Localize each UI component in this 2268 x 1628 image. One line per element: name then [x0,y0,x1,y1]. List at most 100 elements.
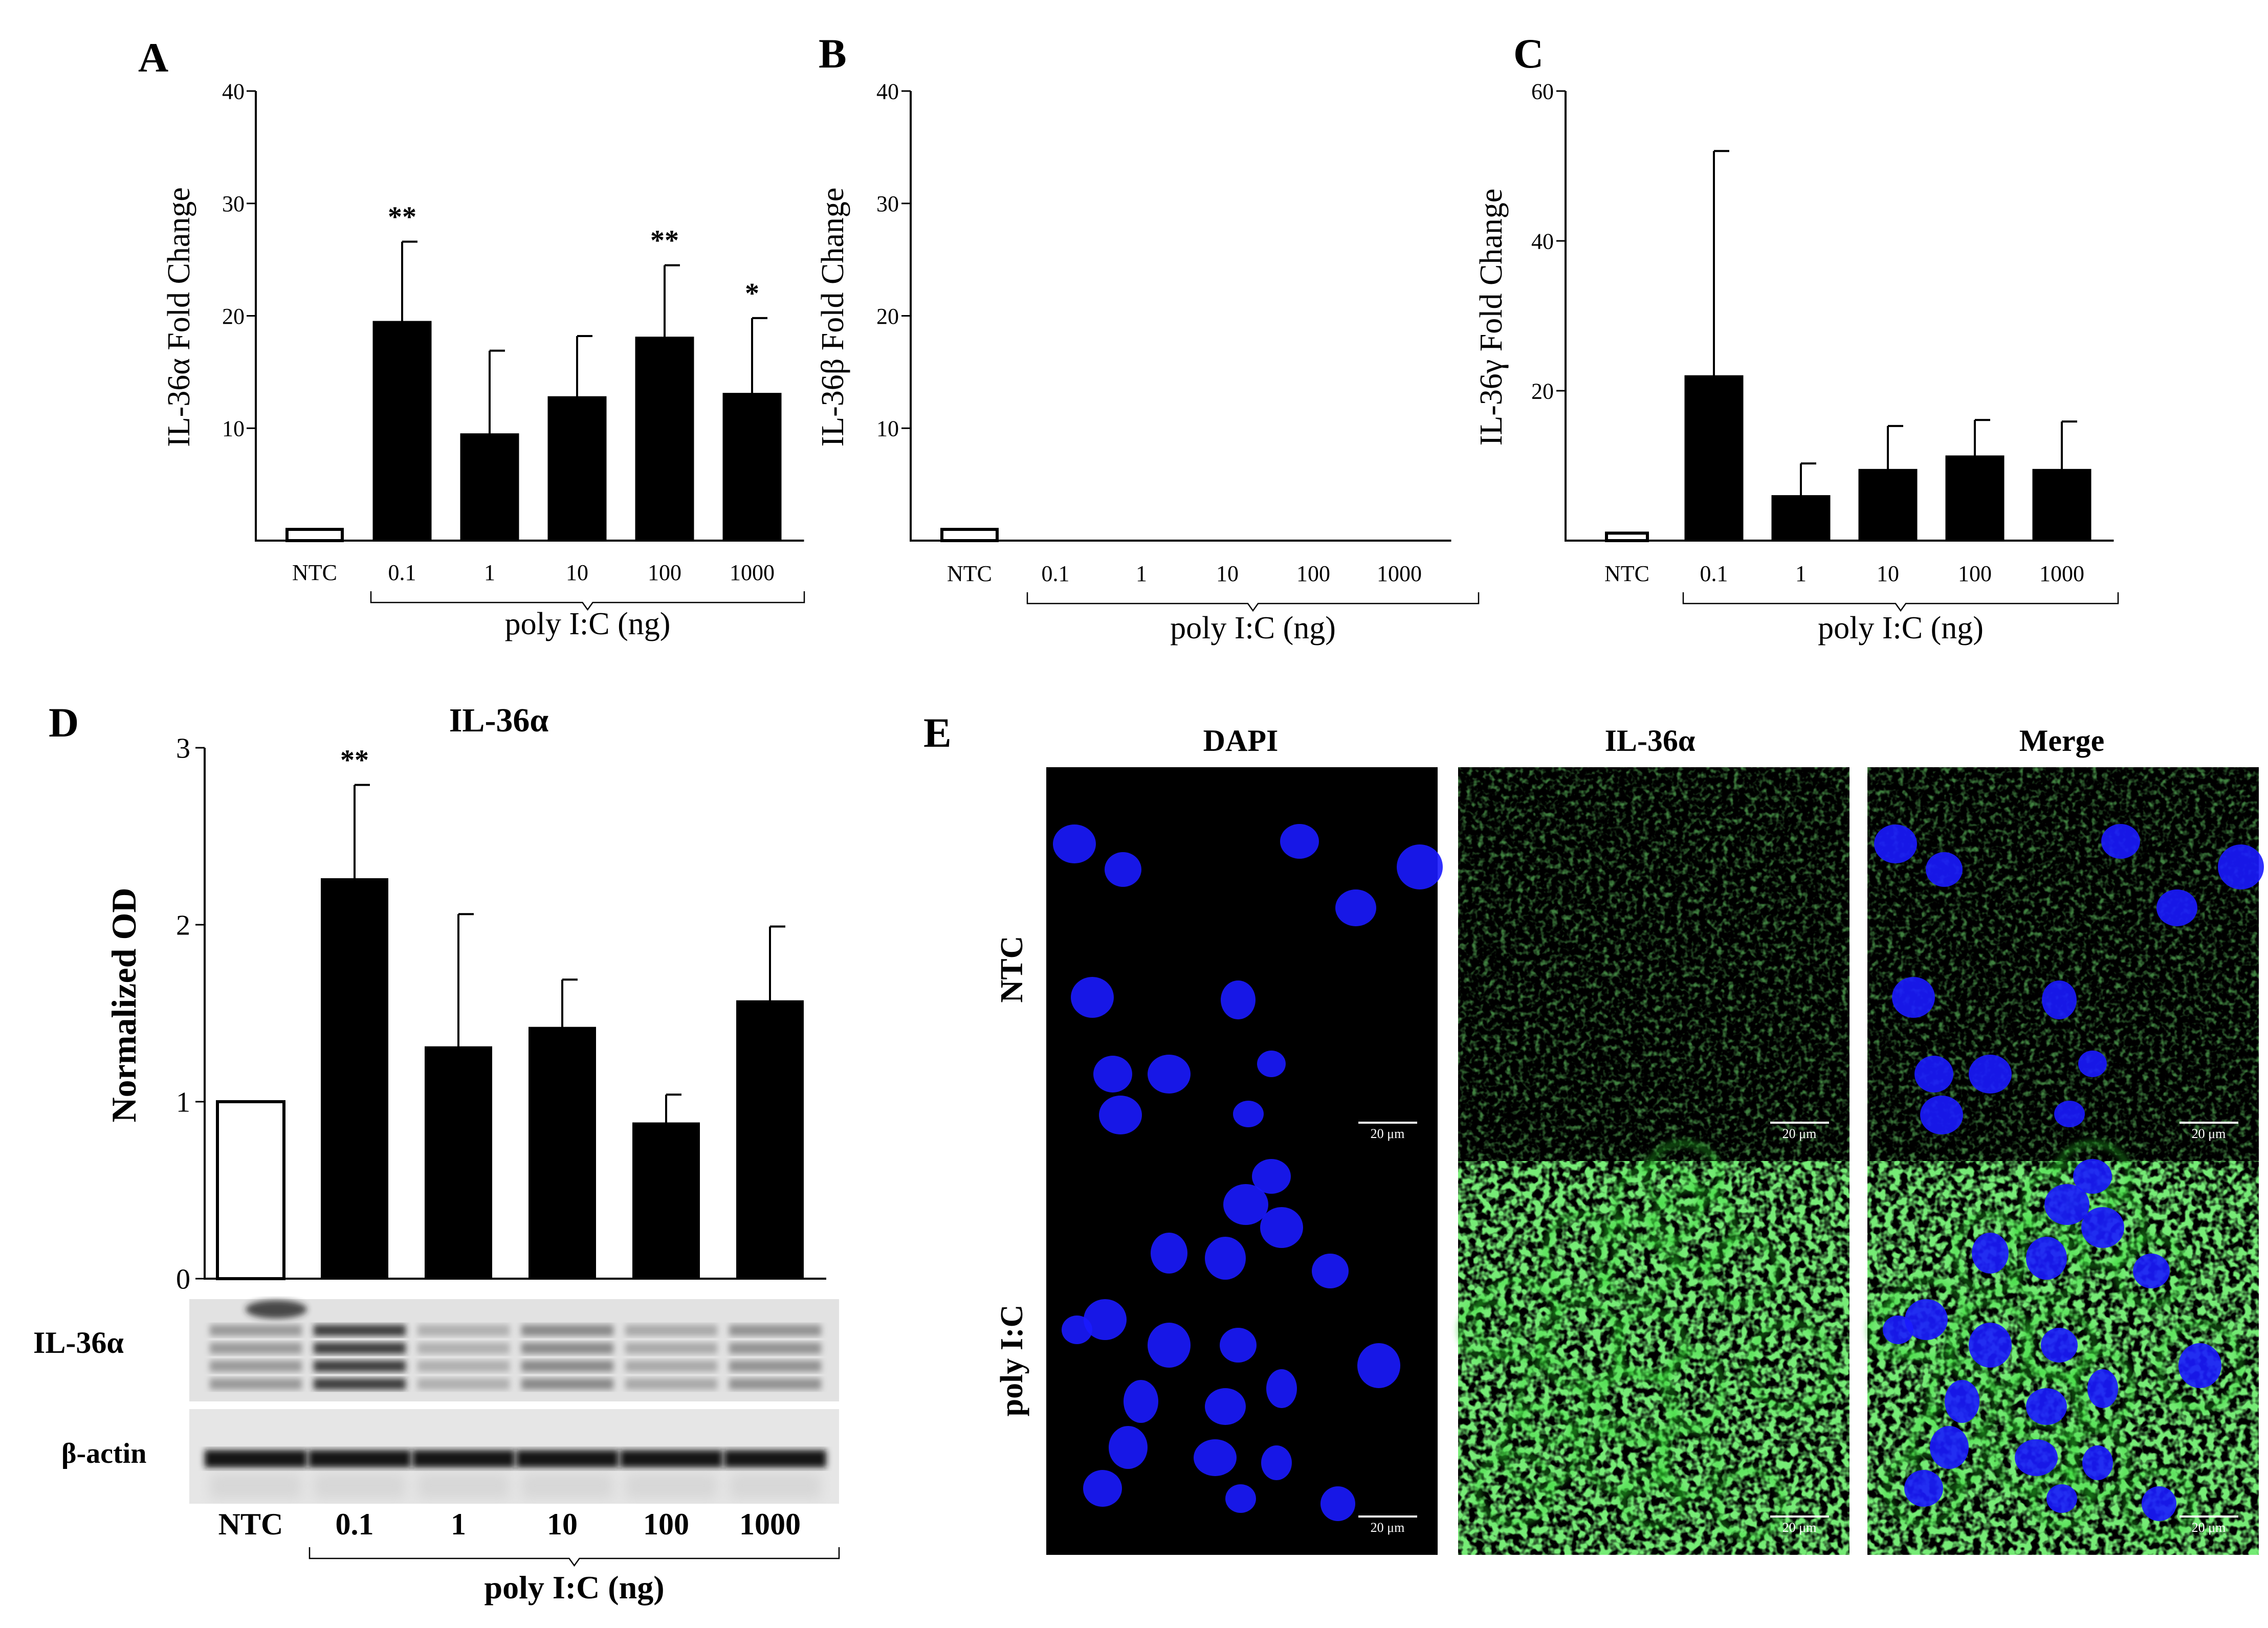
micro-cytoplasm-ring [1543,1212,1619,1295]
x-tick-label: 10 [1877,561,1899,586]
y-tick-label: 10 [222,416,245,441]
micro-cytoplasm-ring [2113,1235,2189,1307]
y-tick-label: 3 [176,733,190,765]
micro-nucleus [1205,1237,1246,1280]
micro-panel-0-1: 20 μm [1458,767,1849,1161]
micro-nucleus [1071,977,1114,1018]
bar [321,878,388,1280]
micro-nucleus [1261,1445,1292,1480]
chart-a: 10 20 30 40 IL-36α Fold Change NTC ** 0.1 1 10 ** 1… [162,79,805,641]
micro-nucleus [1062,1315,1092,1344]
micro-nucleus [1233,1101,1264,1127]
bar [1945,455,2005,542]
bar [529,1027,596,1280]
micro-nucleus [2218,844,2264,889]
x-tick-label: 10 [1216,561,1239,586]
category-bracket [309,1547,840,1567]
blot-actin-haze [210,1473,302,1499]
micro-cytoplasm-ring [1947,1300,2034,1391]
micro-nucleus [2042,980,2077,1019]
micro-scale-label: 20 μm [1782,1126,1817,1141]
micro-nucleus [1105,852,1141,887]
micro-nucleus [1225,1484,1256,1513]
significance-label: * [745,278,759,309]
bar [216,1100,285,1280]
micro-nucleus [1205,1388,1246,1425]
x-tick-label: 1000 [2039,561,2084,586]
micro-nucleus [1093,1056,1132,1092]
micro-il36a-signal [1867,767,2259,1161]
micro-cytoplasm-ring [1884,1451,1964,1526]
micro-nucleus [1223,1184,1268,1225]
micro-nucleus [1148,1323,1191,1368]
blot-il36a-band [417,1325,510,1336]
micro-cytoplasm-ring [2021,1309,2097,1381]
micro-cytoplasm-ring [1612,1309,1688,1381]
micro-panels: 20 μm 20 μm 20 μm 20 μm 20 μm 20 μm [1046,767,2264,1555]
micro-cytoplasm-ring [2066,1427,2129,1499]
micro-nucleus [1260,1207,1303,1248]
blot-actin-bands [205,1450,826,1499]
blot-actin-haze [729,1473,821,1499]
panel-letter-e: E [923,709,952,756]
x-tick-label: NTC [1604,561,1649,586]
micro-cytoplasm-ring [1643,1141,1723,1212]
micro-nucleus [2054,1101,2085,1127]
bar [632,1122,700,1280]
x-axis-label: poly I:C (ng) [484,1569,664,1605]
bar [1605,531,1649,542]
micro-nucleus [1904,1470,1943,1507]
micro-nucleus [2101,824,2140,859]
micro-nucleus [1892,977,1935,1018]
y-tick-label: 30 [876,191,899,216]
micro-nucleus [1320,1486,1355,1521]
x-tick-label: 1 [1795,561,1807,586]
blot-il36a-band [314,1378,406,1390]
micro-nucleus [2046,1484,2077,1513]
micrograph-grid: DAPI IL-36α Merge NTC poly I:C 20 μm 20 μ… [995,724,2264,1555]
micro-nucleus [1252,1159,1291,1194]
bar [460,433,519,541]
blot-il36a-band [210,1343,302,1354]
micro-nucleus [2073,1159,2112,1194]
y-axis-label: IL-36β Fold Change [816,188,850,447]
panel-letter-c: C [1513,30,1544,77]
y-tick-label: 2 [176,910,190,942]
x-tick-label: NTC [947,561,992,586]
micro-nucleus [1083,1470,1122,1507]
bar [722,393,782,541]
micro-cytoplasm-ring [2053,1141,2132,1212]
micro-nucleus [1312,1254,1349,1288]
x-tick-label: 1000 [739,1507,801,1541]
micro-cytoplasm-ring [1596,1215,1679,1302]
y-tick-label: 60 [1531,79,1554,104]
y-tick-label: 30 [222,191,245,216]
micro-panel-1-0: 20 μm [1046,1159,1438,1555]
x-tick-label: 0.1 [388,560,416,585]
blot-actin-haze [314,1473,406,1499]
bar [2032,469,2091,542]
micro-nucleus [2178,1343,2221,1388]
y-axis-label: IL-36α Fold Change [162,187,196,447]
micro-nucleus [2133,1254,2170,1288]
micro-panel-0-0: 20 μm [1046,767,1443,1161]
micro-nucleus [1397,844,1443,889]
micro-cytoplasm-ring [1714,1468,1786,1540]
blot-il36a-band [729,1325,821,1336]
chart-d: 0 1 2 3 Normalized OD NTC ** 0.1 1 10 100 1000 poly … [104,733,840,1605]
bar [635,337,694,541]
significance-label: ** [650,225,679,257]
x-tick-label: 100 [1958,561,1992,586]
blot-il36a-band [625,1361,717,1372]
micro-nucleus [1883,1315,1913,1344]
category-bracket [1026,592,1480,612]
x-tick-label: NTC [292,560,337,585]
micro-nucleus [2015,1439,2058,1476]
significance-label: ** [340,745,369,776]
x-axis-label: poly I:C (ng) [1170,611,1336,645]
micro-nucleus [1084,1299,1127,1340]
x-tick-label: 10 [547,1507,578,1541]
y-axis-label: Normalized OD [104,888,143,1123]
blot-il36a-band [521,1343,613,1354]
blot-actin-haze [521,1473,613,1499]
